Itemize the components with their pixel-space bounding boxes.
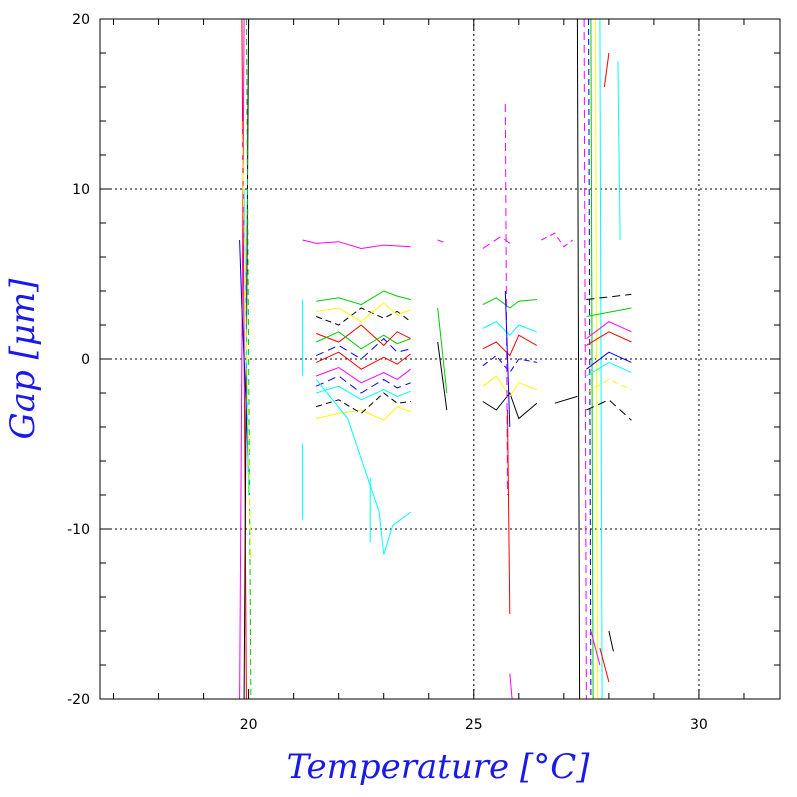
data-series-line (482, 320, 537, 336)
data-series-line (482, 297, 537, 309)
data-series-line (507, 409, 511, 615)
data-series-line (608, 630, 614, 652)
data-series-line (239, 239, 250, 479)
data-series-line (315, 375, 411, 394)
data-series-line (315, 351, 412, 370)
data-series-line (617, 61, 621, 241)
data-series-line (316, 307, 412, 326)
data-series-line (316, 385, 411, 401)
data-series-line (541, 232, 574, 248)
data-series-line (554, 395, 578, 404)
data-series-line (586, 307, 632, 317)
tick-label-layer: 20 25 30 -20 -10 0 10 20 (67, 12, 708, 733)
y-tick-label: 20 (72, 12, 90, 28)
data-series-line (590, 18, 594, 700)
data-series-line (504, 103, 508, 496)
data-series-line (586, 378, 632, 394)
data-series-line (437, 307, 448, 394)
data-series-line (599, 18, 603, 700)
data-series-line (302, 239, 411, 250)
data-series-line (504, 290, 511, 428)
x-axis-label: Temperature [°C] (286, 747, 590, 787)
data-series-line (586, 399, 632, 421)
x-tick-label: 30 (690, 717, 708, 733)
data-series-line (482, 235, 511, 249)
y-tick-label: 10 (72, 182, 90, 198)
y-tick-label: -20 (67, 692, 90, 708)
data-series-line (316, 392, 411, 415)
y-axis-label: Gap [μm] (3, 278, 43, 440)
x-tick-label: 25 (465, 717, 483, 733)
data-series-line (316, 324, 411, 347)
data-series-line (239, 18, 245, 700)
data-series-line (482, 334, 538, 357)
data-series-line (583, 18, 587, 700)
data-series-line (586, 331, 632, 346)
tick-layer (100, 18, 780, 700)
data-series-line (603, 52, 610, 88)
data-series-line (437, 341, 448, 411)
data-series-line (245, 18, 252, 700)
y-tick-label: -10 (67, 522, 90, 538)
data-series-line (482, 354, 537, 374)
data-series-line (315, 379, 412, 555)
data-series-line (316, 406, 411, 421)
data-series-line (586, 361, 632, 377)
data-series-line (509, 673, 513, 700)
data-series-line (241, 120, 252, 564)
data-series-line (437, 239, 447, 244)
data-series-line (586, 351, 632, 370)
data-series-line (316, 366, 412, 384)
data-series-line (590, 630, 601, 666)
data-series-line (588, 18, 592, 700)
data-series-line (594, 18, 599, 700)
data-series-line (599, 647, 610, 683)
data-series-line (482, 391, 538, 420)
data-series-line (586, 321, 632, 339)
series-layer (239, 18, 632, 700)
data-series-line (586, 293, 632, 300)
data-series-line (316, 302, 411, 323)
y-tick-label: 0 (81, 352, 90, 368)
data-series-line (316, 290, 411, 306)
data-series-line (315, 331, 411, 350)
data-series-line (576, 18, 581, 700)
data-series-line (482, 375, 537, 398)
data-series-line (315, 337, 411, 360)
x-tick-label: 20 (240, 717, 258, 733)
